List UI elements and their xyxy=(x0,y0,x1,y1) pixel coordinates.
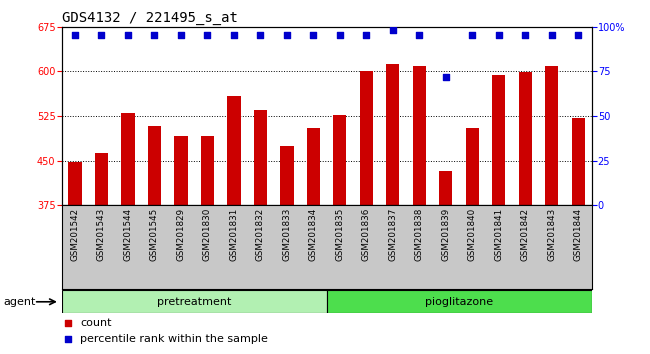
Bar xyxy=(68,162,82,354)
Bar xyxy=(492,75,506,354)
Text: GSM201839: GSM201839 xyxy=(441,208,450,261)
Text: GSM201836: GSM201836 xyxy=(362,208,371,261)
Text: GSM201831: GSM201831 xyxy=(229,208,239,261)
Text: GSM201544: GSM201544 xyxy=(124,208,133,261)
Point xyxy=(123,33,133,38)
Text: GSM201838: GSM201838 xyxy=(415,208,424,261)
Bar xyxy=(307,128,320,354)
Point xyxy=(520,33,530,38)
Text: GSM201833: GSM201833 xyxy=(282,208,291,261)
Bar xyxy=(62,290,326,313)
Point xyxy=(176,33,186,38)
Text: pioglitazone: pioglitazone xyxy=(425,297,493,307)
Text: GSM201545: GSM201545 xyxy=(150,208,159,261)
Bar xyxy=(439,171,452,354)
Bar xyxy=(122,113,135,354)
Bar xyxy=(386,64,400,354)
Point xyxy=(150,33,160,38)
Bar xyxy=(465,128,479,354)
Point xyxy=(70,33,80,38)
Text: GSM201543: GSM201543 xyxy=(97,208,106,261)
Text: pretreatment: pretreatment xyxy=(157,297,231,307)
Point xyxy=(361,33,372,38)
Point xyxy=(308,33,318,38)
Bar xyxy=(413,67,426,354)
Text: GSM201837: GSM201837 xyxy=(388,208,397,261)
Text: GSM201829: GSM201829 xyxy=(176,208,185,261)
Text: GSM201842: GSM201842 xyxy=(521,208,530,261)
Point xyxy=(547,33,557,38)
Bar xyxy=(254,110,267,354)
Bar xyxy=(545,66,558,354)
Point xyxy=(63,320,73,326)
Text: GSM201835: GSM201835 xyxy=(335,208,345,261)
Text: GSM201841: GSM201841 xyxy=(494,208,503,261)
Point xyxy=(255,33,266,38)
Bar xyxy=(571,118,585,354)
Point xyxy=(63,336,73,342)
Point xyxy=(573,33,584,38)
Point xyxy=(493,33,504,38)
Text: agent: agent xyxy=(3,297,36,307)
Text: GSM201844: GSM201844 xyxy=(574,208,583,261)
Bar xyxy=(227,96,240,354)
Text: GSM201832: GSM201832 xyxy=(256,208,265,261)
Point xyxy=(414,33,424,38)
Point xyxy=(467,33,478,38)
Bar xyxy=(148,126,161,354)
Text: GDS4132 / 221495_s_at: GDS4132 / 221495_s_at xyxy=(62,11,238,25)
Text: GSM201840: GSM201840 xyxy=(468,208,477,261)
Bar xyxy=(95,153,108,354)
Text: GSM201542: GSM201542 xyxy=(70,208,79,261)
Text: GSM201830: GSM201830 xyxy=(203,208,212,261)
Point xyxy=(335,33,345,38)
Bar xyxy=(333,115,346,354)
Text: GSM201834: GSM201834 xyxy=(309,208,318,261)
Bar xyxy=(519,73,532,354)
Point xyxy=(441,74,451,79)
Bar xyxy=(174,136,188,354)
Point xyxy=(387,27,398,33)
Bar xyxy=(359,71,373,354)
Bar xyxy=(280,146,294,354)
Point xyxy=(229,33,239,38)
Point xyxy=(281,33,292,38)
Bar xyxy=(201,136,214,354)
Point xyxy=(96,33,107,38)
Text: GSM201843: GSM201843 xyxy=(547,208,556,261)
Text: count: count xyxy=(81,318,112,328)
Text: percentile rank within the sample: percentile rank within the sample xyxy=(81,334,268,344)
Bar xyxy=(326,290,592,313)
Point xyxy=(202,33,213,38)
